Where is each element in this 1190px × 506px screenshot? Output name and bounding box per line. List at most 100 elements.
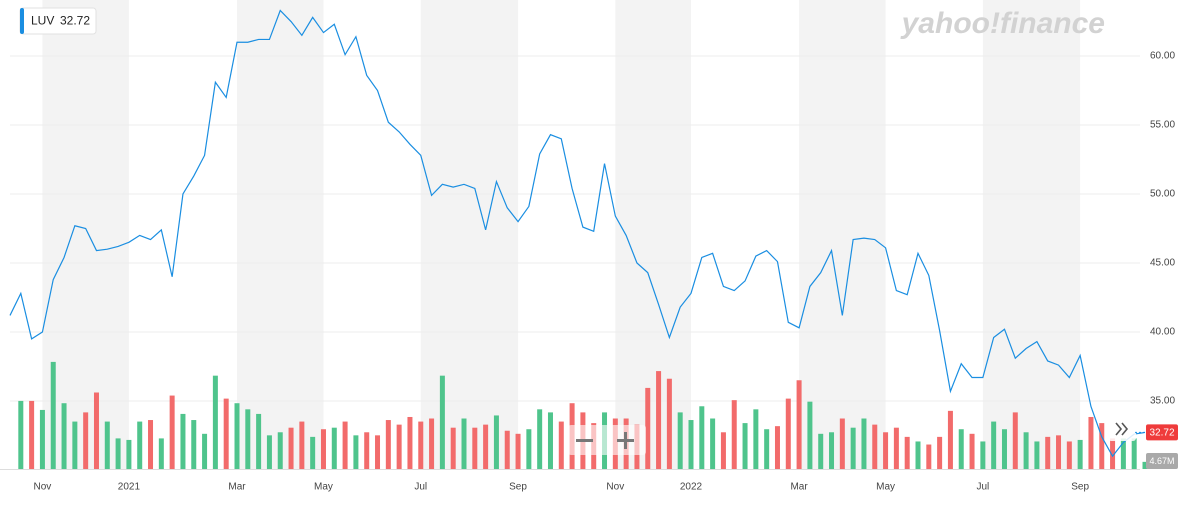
volume-bar [1077, 439, 1083, 469]
y-tick-label: 60.00 [1150, 51, 1175, 62]
volume-bar [883, 432, 889, 469]
volume-bar [731, 400, 737, 469]
x-tick-label: 2021 [118, 482, 141, 493]
volume-bar [526, 429, 532, 469]
month-bands [42, 0, 1081, 469]
volume-bar [104, 421, 110, 469]
price-tag-bg [1146, 424, 1178, 441]
volume-bar [223, 398, 229, 469]
price-tag: 32.72 [1149, 428, 1174, 439]
volume-bar [774, 426, 780, 469]
volume-bar [342, 421, 348, 469]
zoom-out[interactable] [576, 439, 593, 442]
volume-bar [504, 430, 510, 469]
volume-bar [256, 413, 262, 469]
volume-bar [829, 432, 835, 469]
volume-bar [331, 427, 337, 469]
volume-bar [439, 375, 445, 469]
volume-bar [461, 418, 467, 469]
volume-bar [18, 400, 24, 469]
month-band [420, 0, 519, 469]
volume-bar [180, 413, 186, 469]
volume-bar [1142, 461, 1148, 469]
volume-bar [1023, 432, 1029, 469]
zoom-in[interactable] [617, 432, 634, 449]
volume-bar [558, 421, 564, 469]
volume-bar [861, 418, 867, 469]
volume-bar [1012, 412, 1018, 469]
volume-bar [93, 392, 99, 469]
price-line [9, 9, 1146, 458]
chevron-icon [1115, 422, 1129, 436]
ticker-price: 32.72 [60, 14, 90, 28]
volume-bar [396, 424, 402, 469]
month-band [237, 0, 324, 469]
volume-bar [1099, 423, 1105, 469]
scroll-right[interactable] [1108, 417, 1136, 441]
month-band [615, 0, 691, 469]
volume-bar [666, 378, 672, 469]
month-band [799, 0, 886, 469]
y-tick-label: 55.00 [1150, 120, 1175, 131]
volume-bar [288, 427, 294, 469]
y-tick-label: 50.00 [1150, 189, 1175, 200]
volume-bar [202, 433, 208, 469]
volume-bar [645, 387, 651, 469]
x-tick-label: Nov [606, 482, 624, 493]
volume-bar [418, 421, 424, 469]
volume-bar [839, 418, 845, 469]
volume-bar [245, 409, 251, 469]
volume-bar [407, 416, 413, 469]
x-tick-label: Jul [414, 482, 427, 493]
minus-icon [576, 439, 593, 442]
volume-bar [753, 409, 759, 469]
volume-bar [872, 424, 878, 469]
volume-bar [191, 420, 197, 469]
volume-bar [1066, 441, 1072, 469]
volume-bar [904, 436, 910, 469]
volume-bar [1056, 435, 1062, 469]
volume-bar [1001, 429, 1007, 469]
volume-bar [1088, 416, 1094, 469]
volume-bar [115, 438, 121, 469]
volume-bar [375, 435, 381, 469]
volume-bar [320, 429, 326, 469]
axis-tags: 4.67M 32.72 [1135, 424, 1178, 469]
logo: yahoo!finance [900, 7, 1105, 40]
volume-bar [710, 418, 716, 469]
volume-bar [656, 371, 662, 469]
volume-bar [212, 375, 218, 469]
volume-bar [385, 420, 391, 469]
volume-bar [72, 421, 78, 469]
volume-bar [742, 423, 748, 469]
x-tick-label: Nov [34, 482, 52, 493]
volume-bar [83, 412, 89, 469]
volume-bar [472, 427, 478, 469]
volume-bar [29, 400, 35, 469]
volume-bar [1120, 438, 1126, 469]
grid [0, 55, 1140, 470]
volume-bar [720, 432, 726, 469]
y-tick-label: 40.00 [1150, 327, 1175, 338]
volume-bar [277, 432, 283, 469]
volume-bar [1131, 438, 1137, 469]
plus-icon-v [624, 432, 627, 449]
volume-bar [61, 403, 67, 469]
volume-bar [450, 427, 456, 469]
volume-bar [764, 429, 770, 469]
volume-bar [893, 427, 899, 469]
volume-bar [310, 436, 316, 469]
volume-bar [169, 395, 175, 469]
volume-bar [429, 418, 435, 469]
volume-bar [926, 444, 932, 469]
volume-bar [807, 401, 813, 469]
price-line [9, 9, 1146, 458]
volume-tag-bg [1146, 453, 1178, 469]
ticker-box[interactable]: LUV 32.72 [19, 7, 97, 35]
volume-bar [991, 421, 997, 469]
volume-bar [158, 438, 164, 469]
volume-bar [137, 421, 143, 469]
volume-bars [18, 361, 1148, 469]
x-tick-label: 2022 [680, 482, 703, 493]
